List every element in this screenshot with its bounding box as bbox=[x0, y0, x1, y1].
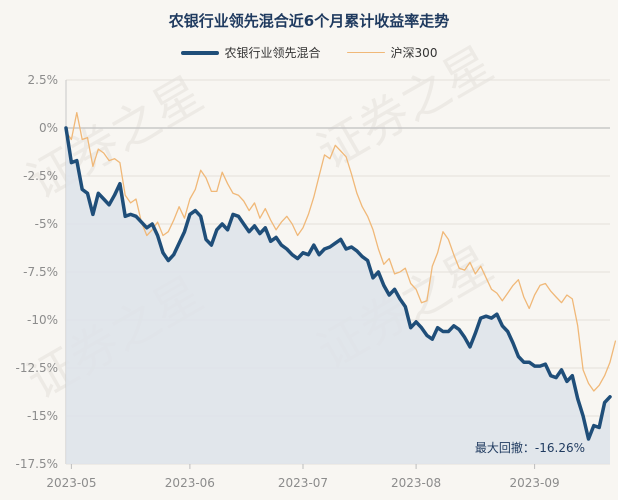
y-tick-label: 0% bbox=[39, 121, 58, 135]
y-tick-label: 2.5% bbox=[28, 73, 59, 87]
series-line-fund[interactable] bbox=[64, 126, 612, 441]
y-tick-label: -15% bbox=[27, 409, 58, 423]
y-tick-label: -2.5% bbox=[23, 169, 58, 183]
watermark-text: 证券之星 bbox=[18, 66, 212, 211]
x-tick-label: 2023-07 bbox=[278, 476, 328, 490]
legend-label-fund: 农银行业领先混合 bbox=[224, 46, 321, 60]
legend-swatch-fund bbox=[180, 50, 219, 55]
legend-swatch-index bbox=[346, 51, 385, 54]
max-drawdown-annotation: 最大回撤：-16.26% bbox=[475, 440, 585, 455]
legend-item-index[interactable]: 沪深300 bbox=[346, 44, 438, 61]
legend-item-fund[interactable]: 农银行业领先混合 bbox=[180, 44, 321, 61]
y-tick-label: -10% bbox=[27, 313, 58, 327]
watermark-text: 证券之星 bbox=[308, 36, 502, 181]
y-tick-label: -17.5% bbox=[16, 457, 58, 471]
y-tick-label: -12.5% bbox=[16, 361, 58, 375]
x-tick-label: 2023-06 bbox=[165, 476, 215, 490]
legend-label-index: 沪深300 bbox=[390, 46, 438, 60]
fund-area bbox=[66, 128, 610, 464]
series-line-hs300[interactable] bbox=[65, 111, 617, 392]
fund-area-fill bbox=[66, 128, 610, 464]
series-lines bbox=[64, 111, 617, 441]
x-tick-label: 2023-08 bbox=[391, 476, 441, 490]
x-tick-label: 2023-09 bbox=[510, 476, 560, 490]
chart-title: 农银行业领先混合近6个月累计收益率走势 bbox=[168, 12, 450, 30]
x-axis-ticks: 2023-052023-062023-072023-082023-092023-… bbox=[46, 464, 560, 490]
y-tick-label: -7.5% bbox=[23, 265, 58, 279]
y-axis-ticks: 2.5% 0% -2.5% -5% -7.5% -10% -12.5% -15% -17.5% bbox=[16, 73, 58, 471]
chart-legend: 农银行业领先混合 沪深300 bbox=[0, 44, 618, 61]
y-tick-label: -5% bbox=[35, 217, 58, 231]
x-tick-label: 2023-05 bbox=[46, 476, 96, 490]
